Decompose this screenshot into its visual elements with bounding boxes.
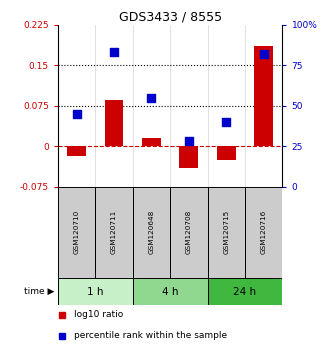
- Text: GSM120715: GSM120715: [223, 210, 229, 254]
- Bar: [133, 278, 208, 306]
- Bar: [133, 187, 170, 278]
- Text: 1 h: 1 h: [87, 286, 103, 297]
- Point: [186, 138, 191, 144]
- Text: log10 ratio: log10 ratio: [74, 310, 123, 319]
- Bar: [95, 187, 133, 278]
- Bar: [58, 278, 133, 306]
- Bar: [105, 100, 123, 146]
- Title: GDS3433 / 8555: GDS3433 / 8555: [118, 11, 222, 24]
- Bar: [245, 187, 282, 278]
- Text: 4 h: 4 h: [162, 286, 178, 297]
- Bar: [179, 146, 198, 168]
- Bar: [67, 146, 86, 156]
- Text: GSM120708: GSM120708: [186, 210, 192, 254]
- Point: [261, 51, 266, 57]
- Bar: [208, 187, 245, 278]
- Bar: [58, 187, 95, 278]
- Text: time ▶: time ▶: [24, 287, 55, 296]
- Text: GSM120711: GSM120711: [111, 210, 117, 254]
- Text: percentile rank within the sample: percentile rank within the sample: [74, 331, 227, 340]
- Point: [149, 95, 154, 101]
- Bar: [217, 146, 236, 160]
- Bar: [142, 138, 161, 146]
- Point: [74, 111, 79, 116]
- Point: [224, 119, 229, 125]
- Point: [111, 50, 117, 55]
- Text: GSM120710: GSM120710: [74, 210, 80, 254]
- Bar: [170, 187, 208, 278]
- Text: 24 h: 24 h: [233, 286, 256, 297]
- Text: GSM120716: GSM120716: [261, 210, 267, 254]
- Bar: [208, 278, 282, 306]
- Bar: [254, 46, 273, 146]
- Text: GSM120648: GSM120648: [148, 210, 154, 254]
